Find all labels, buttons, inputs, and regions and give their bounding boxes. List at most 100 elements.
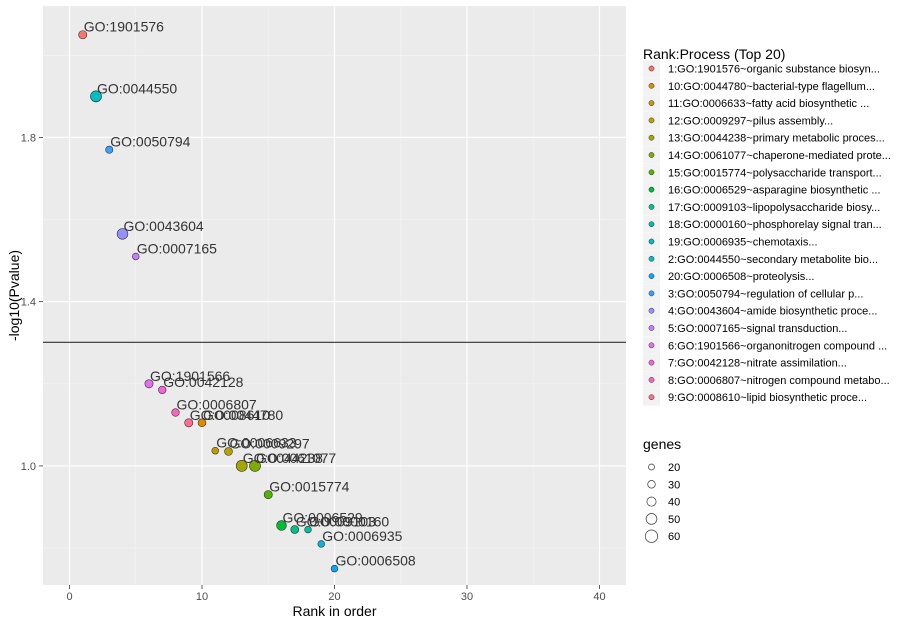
legend-swatch <box>648 221 655 228</box>
point-label: GO:0006807 <box>177 397 257 413</box>
data-point <box>184 418 194 428</box>
point-label: GO:0061077 <box>256 450 336 466</box>
legend-swatch <box>648 342 655 349</box>
data-point <box>304 525 312 534</box>
legend-label: 12:GO:0009297~pilus assembly... <box>668 115 833 127</box>
data-point <box>78 30 88 40</box>
data-point <box>235 460 248 472</box>
legend-label: 15:GO:0015774~polysaccharide transport..… <box>668 167 882 179</box>
legend-label: 11:GO:0006633~fatty acid biosynthetic ..… <box>668 98 869 110</box>
data-point <box>171 408 180 417</box>
legend-label: 13:GO:0044238~primary metabolic proces..… <box>668 133 885 145</box>
legend-label: 3:GO:0050794~regulation of cellular p... <box>668 288 863 300</box>
legend-swatch <box>648 307 655 314</box>
data-point <box>211 447 219 455</box>
legend-label: 16:GO:0006529~asparagine biosynthetic ..… <box>668 185 881 197</box>
legend-label: 2:GO:0044550~secondary metabolite bio... <box>668 254 878 266</box>
legend-swatch <box>648 255 655 262</box>
data-point <box>144 379 154 389</box>
x-tick-label: 40 <box>593 591 605 603</box>
y-axis-title: -log10(Pvalue) <box>6 250 22 341</box>
point-label: GO:0044780 <box>203 407 283 423</box>
legend-label: 1:GO:1901576~organic substance biosyn... <box>668 64 880 76</box>
point-label: GO:0042128 <box>163 374 243 390</box>
data-point <box>263 490 273 500</box>
size-legend-label: 50 <box>668 514 680 526</box>
legend-label: 19:GO:0006935~chemotaxis... <box>668 237 818 249</box>
point-label: GO:0006633 <box>216 435 296 451</box>
legend-label: 18:GO:0000160~phosphorelay signal tran..… <box>668 219 882 231</box>
point-label: GO:1901566 <box>150 368 230 384</box>
legend-swatch <box>648 152 655 158</box>
legend-swatch <box>648 238 655 245</box>
legend-label: 10:GO:0044780~bacterial-type flagellum..… <box>668 81 875 93</box>
size-legend-circle <box>646 496 657 507</box>
legend-swatch <box>648 100 655 106</box>
point-labels: GO:1901576 GO:0044550 GO:0050794 GO:0043604… <box>84 19 416 569</box>
legend-swatch <box>648 325 655 331</box>
point-label: GO:0008610 <box>190 407 270 423</box>
data-point <box>197 418 207 428</box>
legend-swatch <box>648 82 655 89</box>
legend-swatch <box>648 117 655 124</box>
legend-swatch <box>648 359 655 366</box>
color-legend-title: Rank:Process (Top 20) <box>643 46 785 62</box>
data-point <box>330 564 339 573</box>
legend-label: 17:GO:0009103~lipopolysaccharide biosy..… <box>668 202 880 214</box>
point-label: GO:0044550 <box>97 80 177 96</box>
point-label: GO:0006508 <box>336 553 416 569</box>
x-axis-title: Rank in order <box>292 603 376 619</box>
data-point <box>116 228 129 240</box>
legend-label: 7:GO:0042128~nitrate assimilation... <box>668 358 847 370</box>
legend-swatch <box>648 186 655 193</box>
legend-swatch <box>648 65 655 72</box>
legend-swatch <box>648 204 655 210</box>
point-label: GO:0050794 <box>110 134 190 150</box>
legend-label: 4:GO:0043604~amide biosynthetic proce... <box>668 306 877 318</box>
legend-swatch <box>648 134 655 141</box>
legend-swatch <box>648 394 655 401</box>
point-label: GO:0006935 <box>322 528 402 544</box>
y-tick-label: 1.0 <box>21 461 36 473</box>
y-tick-label: 1.4 <box>21 297 36 309</box>
legend-swatch <box>648 273 655 279</box>
size-legend-label: 60 <box>668 531 680 543</box>
axes: 0 10 20 30 40 1.0 1.4 1.8 <box>21 132 606 603</box>
size-legend-label: 20 <box>668 462 680 474</box>
size-legend-circle <box>648 463 655 471</box>
size-legend-label: 30 <box>668 479 680 491</box>
size-legend-title: genes <box>643 436 681 452</box>
x-tick-label: 20 <box>328 591 340 603</box>
legend-swatch <box>648 377 655 383</box>
legend-swatch <box>648 290 655 297</box>
point-label: GO:0009103 <box>296 514 376 530</box>
point-label: GO:0015774 <box>269 479 349 495</box>
point-label: GO:1901576 <box>84 19 164 35</box>
data-point <box>290 525 300 534</box>
legend-label: 6:GO:1901566~organonitrogen compound ... <box>668 340 887 352</box>
size-legend-label: 40 <box>668 497 680 509</box>
point-label: GO:0043604 <box>124 218 204 234</box>
x-tick-label: 10 <box>196 591 208 603</box>
x-tick-label: 0 <box>66 591 72 603</box>
point-label: GO:0000160 <box>309 514 389 530</box>
point-label: GO:0007165 <box>137 240 217 256</box>
size-legend-circle <box>645 513 658 525</box>
data-point <box>249 460 261 472</box>
data-point <box>158 385 167 395</box>
legend-label: 14:GO:0061077~chaperone-mediated prote..… <box>668 150 891 162</box>
x-tick-label: 30 <box>461 591 473 603</box>
data-point <box>132 252 140 261</box>
legend: Rank:Process (Top 20) genes 1:GO:1901576… <box>643 46 891 543</box>
legend-label: 5:GO:0007165~signal transduction... <box>668 323 847 335</box>
data-point <box>224 447 233 456</box>
grid-lines <box>43 6 626 585</box>
data-points <box>78 30 339 573</box>
y-tick-label: 1.8 <box>21 132 36 144</box>
data-point <box>317 540 325 548</box>
legend-label: 20:GO:0006508~proteolysis... <box>668 271 814 283</box>
point-label: GO:0006529 <box>283 509 363 525</box>
data-point <box>90 90 102 103</box>
